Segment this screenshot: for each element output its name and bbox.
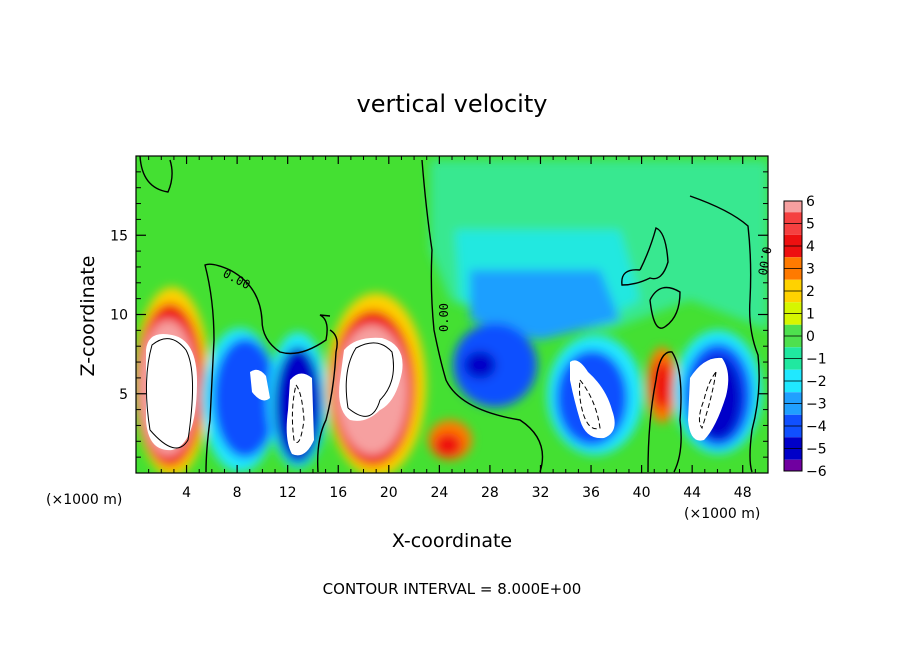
x-unit-right: (×1000 m) [684, 506, 760, 522]
contour-zero-1 [204, 263, 331, 473]
y-tick-label: 10 [110, 308, 128, 324]
colorbar-label: 1 [806, 307, 815, 323]
x-tick-label: 44 [683, 485, 701, 501]
colorbar-label: −1 [806, 352, 827, 368]
colorbar-swatch [784, 426, 802, 438]
colorbar-swatch [784, 291, 802, 303]
y-tick-label: 5 [119, 387, 128, 403]
x-tick-label: 8 [233, 485, 242, 501]
contour-core-2 [345, 342, 394, 417]
colorbar-swatch [784, 381, 802, 393]
colorbar-label: −2 [806, 374, 827, 390]
x-tick-label: 12 [279, 485, 297, 501]
colorbar-label: 6 [806, 194, 815, 210]
dashed-contour-1 [291, 384, 305, 443]
contour-zero-2 [316, 329, 338, 473]
colorbar-swatch [784, 234, 802, 246]
downdraft-core-2 [286, 373, 314, 456]
contour-zero-4 [647, 351, 682, 473]
downdraft-core-4 [688, 357, 729, 441]
dashed-contours [291, 371, 717, 443]
colorbar-label: 4 [806, 239, 815, 255]
downdraft-core-1 [250, 369, 270, 401]
colorbar-swatch [784, 201, 802, 213]
velocity-field [136, 156, 768, 473]
contour-core-1 [145, 338, 193, 449]
colorbar-swatch [784, 403, 802, 415]
colorbar-swatch [784, 414, 802, 426]
colorbar-swatch [784, 302, 802, 314]
colorbar-label: −6 [806, 464, 827, 480]
contour-zero-5 [689, 195, 760, 473]
x-axis-label: X-coordinate [392, 530, 512, 552]
contour-topleft [139, 156, 173, 193]
colorbar-swatch [784, 279, 802, 291]
y-axis-ticks: 5 10 15 [110, 171, 768, 458]
contour-lines [139, 156, 760, 473]
contour-label-2: 0.00 [437, 303, 451, 332]
colorbar: 6 5 4 3 2 1 0 −1 −2 −3 −4 −5 −6 [783, 194, 827, 480]
colorbar-label: −4 [806, 419, 827, 435]
colorbar-swatch [784, 369, 802, 381]
chart-title: vertical velocity [357, 90, 548, 118]
dashed-contour-2 [579, 379, 601, 430]
colorbar-label: 2 [806, 284, 815, 300]
colorbar-swatch [784, 223, 802, 235]
x-tick-label: 16 [329, 485, 347, 501]
colorbar-label: 0 [806, 329, 815, 345]
colorbar-label: 5 [806, 217, 815, 233]
colorbar-swatch [784, 459, 802, 471]
dashed-contour-3 [698, 371, 717, 430]
x-unit-left: (×1000 m) [46, 492, 122, 508]
x-tick-label: 40 [633, 485, 651, 501]
colorbar-swatch [784, 448, 802, 460]
contour-blob-2 [649, 286, 681, 329]
colorbar-label: −5 [806, 442, 827, 458]
colorbar-swatch [784, 347, 802, 359]
y-tick-label: 15 [110, 228, 128, 244]
contour-blob-1 [621, 227, 669, 286]
colorbar-swatch [784, 212, 802, 224]
colorbar-swatch [784, 246, 802, 258]
colorbar-swatch [784, 324, 802, 336]
colorbar-swatch [784, 336, 802, 348]
colorbar-label: −3 [806, 397, 827, 413]
colorbar-swatch [784, 268, 802, 280]
colorbar-swatch [784, 313, 802, 325]
downdraft-core-3 [570, 360, 615, 439]
x-tick-label: 20 [380, 485, 398, 501]
x-tick-label: 28 [481, 485, 499, 501]
colorbar-swatch [784, 437, 802, 449]
contour-interval-note: CONTOUR INTERVAL = 8.000E+00 [323, 580, 582, 598]
x-tick-label: 4 [182, 485, 191, 501]
x-tick-label: 48 [734, 485, 752, 501]
updraft-core-2 [339, 337, 403, 421]
x-tick-label: 32 [532, 485, 550, 501]
x-tick-label: 24 [430, 485, 448, 501]
y-axis-label: Z-coordinate [77, 256, 99, 377]
colorbar-swatch [784, 392, 802, 404]
x-axis-ticks: 4 8 12 16 20 24 28 32 36 40 44 48 [148, 156, 756, 501]
contour-label-3: 0.00 [755, 245, 774, 276]
x-tick-label: 36 [582, 485, 600, 501]
contour-zero-3 [421, 159, 544, 473]
colorbar-swatch [784, 257, 802, 269]
colorbar-label: 3 [806, 262, 815, 278]
updraft-core-1 [146, 334, 198, 451]
colorbar-swatch [784, 358, 802, 370]
